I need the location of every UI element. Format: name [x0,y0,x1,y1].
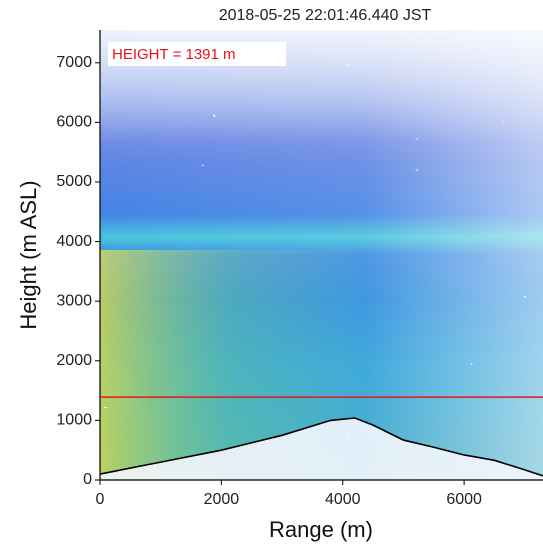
y-tick-label: 7000 [56,54,92,71]
x-tick-label: 6000 [446,491,482,508]
backscatter-image [100,30,543,480]
x-tick-label: 4000 [325,491,361,508]
y-tick-label: 0 [83,471,92,488]
y-tick-label: 2000 [56,352,92,369]
label-box [108,42,286,66]
x-tick-label: 2000 [204,491,240,508]
y-tick-label: 6000 [56,114,92,131]
x-axis-label: Range (m) [269,517,373,542]
y-tick-label: 5000 [56,173,92,190]
height-label: HEIGHT = 1391 m [112,46,236,63]
x-tick-label: 0 [96,491,105,508]
ground-region [100,418,543,480]
y-tick-label: 1000 [56,412,92,429]
y-tick-label: 3000 [56,292,92,309]
terrain-line [100,417,543,477]
chart-title: 2018-05-25 22:01:46.440 JST [219,7,432,24]
y-tick-label: 4000 [56,233,92,250]
y-axis-label: Height (m ASL) [16,180,41,329]
